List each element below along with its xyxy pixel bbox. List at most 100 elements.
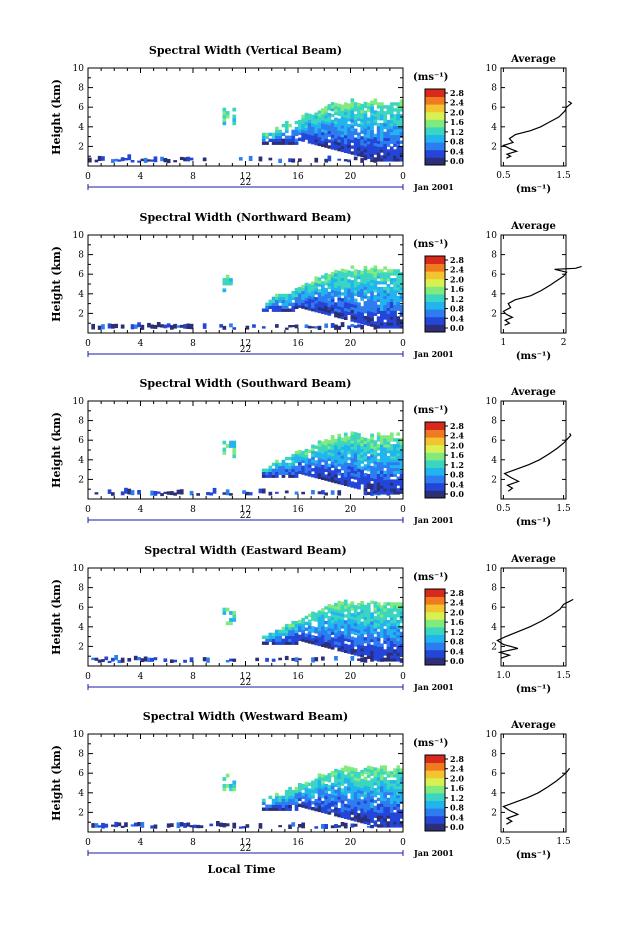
heatmap-cell xyxy=(337,294,342,298)
heatmap-cell xyxy=(357,483,361,487)
heatmap-cell xyxy=(393,307,397,311)
heatmap-cell xyxy=(284,123,289,128)
heatmap-cell xyxy=(399,125,404,130)
heatmap-cell xyxy=(399,617,404,621)
heatmap-cell xyxy=(281,293,286,298)
colorbar-swatch xyxy=(425,649,445,658)
profile-y-tick-label: 8 xyxy=(491,417,497,427)
heatmap-cell xyxy=(284,801,289,805)
heatmap-cell xyxy=(366,771,371,775)
heatmap-cell xyxy=(370,612,374,616)
heatmap-cell xyxy=(396,137,401,141)
heatmap-cell xyxy=(373,793,378,798)
heatmap-cell xyxy=(389,146,394,150)
heatmap-cell xyxy=(212,487,217,494)
x-tick-label: 4 xyxy=(138,339,144,349)
heatmap-cell xyxy=(317,639,322,644)
heatmap-cell xyxy=(330,455,335,459)
heatmap-cell xyxy=(94,657,99,661)
heatmap-cell xyxy=(389,111,394,115)
heatmap-cell xyxy=(284,471,289,475)
heatmap-cell xyxy=(393,628,397,633)
heatmap-cell xyxy=(294,471,299,475)
heatmap-cell xyxy=(314,445,319,449)
heatmap-cell xyxy=(386,628,391,633)
heatmap-cell xyxy=(380,785,384,790)
heatmap-cell xyxy=(353,625,358,630)
heatmap-cell xyxy=(370,299,374,304)
heatmap-cell xyxy=(373,639,378,644)
heatmap-cell xyxy=(304,282,309,287)
panel-title: Spectral Width (Northward Beam) xyxy=(140,211,352,224)
profile-y-tick-label: 10 xyxy=(486,64,498,74)
heatmap-cell xyxy=(376,815,381,819)
x-tick-label: 12 xyxy=(240,505,251,515)
heatmap-cell xyxy=(284,129,289,134)
heatmap-cell xyxy=(327,784,332,789)
heatmap-cell xyxy=(311,459,315,463)
heatmap-cell xyxy=(317,452,322,456)
heatmap-cell xyxy=(311,132,315,136)
heatmap-cell xyxy=(376,155,381,159)
heatmap-cell xyxy=(288,824,292,829)
day-label: 22 xyxy=(240,678,251,688)
heatmap-cell xyxy=(330,280,335,285)
heatmap-cell xyxy=(330,616,335,621)
heatmap-cell xyxy=(343,310,348,315)
heatmap-cell xyxy=(311,299,315,303)
heatmap-cell xyxy=(317,325,322,330)
heatmap-cell xyxy=(301,456,305,461)
heatmap-cell xyxy=(314,276,319,280)
heatmap-cell xyxy=(370,798,374,803)
heatmap-cell xyxy=(376,634,381,638)
heatmap-cell xyxy=(370,618,374,622)
heatmap-cell xyxy=(357,433,361,437)
heatmap-cell xyxy=(357,293,361,297)
colorbar-unit: (ms⁻¹) xyxy=(413,405,448,416)
heatmap-cell xyxy=(337,133,342,137)
heatmap-cell xyxy=(330,446,335,451)
colorbar-tick-label: 2.0 xyxy=(450,274,464,284)
heatmap-cell xyxy=(376,652,381,656)
heatmap-cell xyxy=(334,477,338,481)
heatmap-cell xyxy=(229,618,233,622)
heatmap-cell xyxy=(380,102,384,106)
heatmap-cell xyxy=(301,135,305,139)
heatmap-cell xyxy=(304,469,309,473)
heatmap-cell xyxy=(317,280,322,284)
heatmap-cell xyxy=(321,643,325,647)
heatmap-cell xyxy=(396,625,401,630)
heatmap-cell xyxy=(360,142,364,146)
heatmap-cell xyxy=(370,483,374,487)
heatmap-cell xyxy=(304,285,309,290)
heatmap-cell xyxy=(363,265,368,270)
heatmap-cell xyxy=(186,822,191,827)
heatmap-cell xyxy=(360,814,364,818)
heatmap-cell xyxy=(206,657,210,663)
heatmap-cell xyxy=(153,824,158,829)
heatmap-cell xyxy=(353,812,358,816)
heatmap-cell xyxy=(347,615,351,619)
heatmap-cell xyxy=(383,824,387,828)
heatmap-cell xyxy=(363,154,368,159)
heatmap-cell xyxy=(321,128,325,133)
heatmap-cell xyxy=(347,282,351,286)
heatmap-cell xyxy=(291,623,296,628)
heatmap-cell xyxy=(370,294,374,298)
heatmap-cell xyxy=(366,322,371,326)
profile-y-tick-label: 10 xyxy=(486,564,498,574)
heatmap-cell xyxy=(347,288,351,292)
heatmap-cell xyxy=(360,121,364,125)
heatmap-cell xyxy=(396,634,401,638)
heatmap-cell xyxy=(393,812,397,816)
heatmap-cell xyxy=(363,770,368,775)
heatmap-cell xyxy=(350,767,355,771)
heatmap-cell xyxy=(363,286,368,290)
heatmap-cell xyxy=(386,108,391,112)
heatmap-cell xyxy=(366,143,371,148)
heatmap-cell xyxy=(386,771,391,775)
heatmap-cell xyxy=(337,781,342,785)
heatmap-cell xyxy=(307,464,312,468)
heatmap-cell xyxy=(370,474,374,479)
heatmap-cell xyxy=(343,631,348,636)
